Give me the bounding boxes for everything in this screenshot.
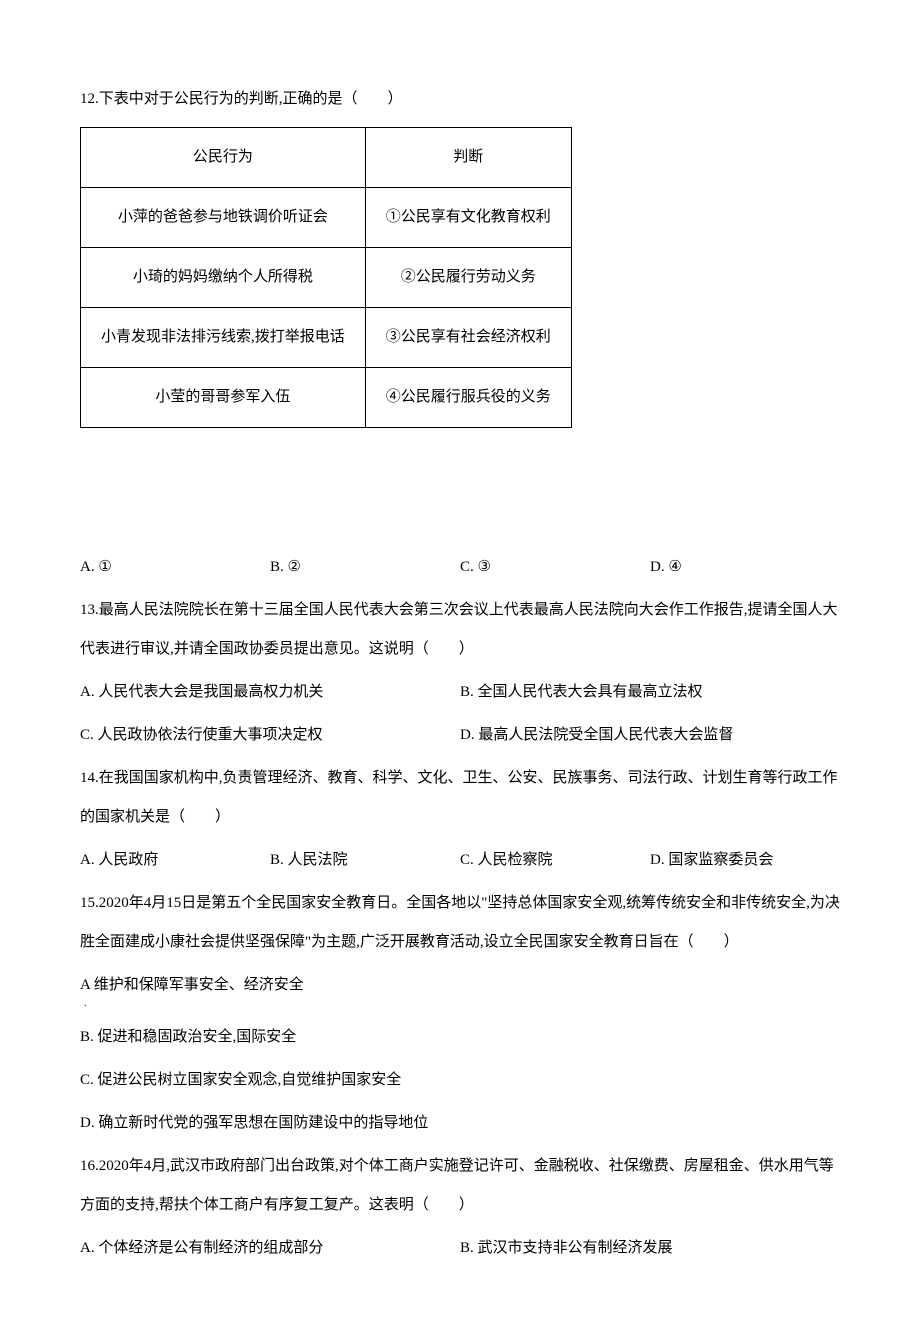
table-row: 小琦的妈妈缴纳个人所得税 ②公民履行劳动义务	[81, 248, 572, 308]
table-cell: ③公民享有社会经济权利	[365, 308, 571, 368]
q13-option-b: B. 全国人民代表大会具有最高立法权	[460, 673, 840, 712]
q14-options: A. 人民政府 B. 人民法院 C. 人民检察院 D. 国家监察委员会	[80, 841, 840, 880]
q14-option-a: A. 人民政府	[80, 841, 270, 880]
table-header-behavior: 公民行为	[81, 128, 366, 188]
q12-option-b: B. ②	[270, 548, 460, 587]
q13-option-d: D. 最高人民法院受全国人民代表大会监督	[460, 716, 840, 755]
q12-option-d: D. ④	[650, 548, 840, 587]
q15-option-d: D. 确立新时代党的强军思想在国防建设中的指导地位	[80, 1104, 840, 1143]
table-cell: 小萍的爸爸参与地铁调价听证会	[81, 188, 366, 248]
q12-option-a: A. ①	[80, 548, 270, 587]
q12-prompt: 12.下表中对于公民行为的判断,正确的是（ ）	[80, 80, 840, 119]
table-cell: 小琦的妈妈缴纳个人所得税	[81, 248, 366, 308]
table-header-row: 公民行为 判断	[81, 128, 572, 188]
q13-prompt: 13.最高人民法院院长在第十三届全国人民代表大会第三次会议上代表最高人民法院向大…	[80, 591, 840, 669]
table-cell: ②公民履行劳动义务	[365, 248, 571, 308]
table-cell: ④公民履行服兵役的义务	[365, 368, 571, 428]
q13-options-row1: A. 人民代表大会是我国最高权力机关 B. 全国人民代表大会具有最高立法权	[80, 673, 840, 712]
q13-option-a: A. 人民代表大会是我国最高权力机关	[80, 673, 460, 712]
q15-option-c: C. 促进公民树立国家安全观念,自觉维护国家安全	[80, 1061, 840, 1100]
table-cell: 小青发现非法排污线索,拨打举报电话	[81, 308, 366, 368]
q16-option-b: B. 武汉市支持非公有制经济发展	[460, 1229, 840, 1268]
q14-option-c: C. 人民检察院	[460, 841, 650, 880]
table-cell: 小莹的哥哥参军入伍	[81, 368, 366, 428]
q13-option-c: C. 人民政协依法行使重大事项决定权	[80, 716, 460, 755]
q15-prompt: 15.2020年4月15日是第五个全民国家安全教育日。全国各地以"坚持总体国家安…	[80, 884, 840, 962]
q16-options-row1: A. 个体经济是公有制经济的组成部分 B. 武汉市支持非公有制经济发展	[80, 1229, 840, 1268]
q12-options: A. ① B. ② C. ③ D. ④	[80, 548, 840, 587]
q16-option-a: A. 个体经济是公有制经济的组成部分	[80, 1229, 460, 1268]
q14-option-b: B. 人民法院	[270, 841, 460, 880]
q15-option-a: A 维护和保障军事安全、经济安全	[80, 966, 840, 1005]
table-cell: ①公民享有文化教育权利	[365, 188, 571, 248]
q14-prompt: 14.在我国国家机构中,负责管理经济、教育、科学、文化、卫生、公安、民族事务、司…	[80, 759, 840, 837]
table-row: 小青发现非法排污线索,拨打举报电话 ③公民享有社会经济权利	[81, 308, 572, 368]
table-row: 小莹的哥哥参军入伍 ④公民履行服兵役的义务	[81, 368, 572, 428]
table-header-judgment: 判断	[365, 128, 571, 188]
table-row: 小萍的爸爸参与地铁调价听证会 ①公民享有文化教育权利	[81, 188, 572, 248]
q15-option-b: B. 促进和稳固政治安全,国际安全	[80, 1018, 840, 1057]
q13-options-row2: C. 人民政协依法行使重大事项决定权 D. 最高人民法院受全国人民代表大会监督	[80, 716, 840, 755]
q12-table: 公民行为 判断 小萍的爸爸参与地铁调价听证会 ①公民享有文化教育权利 小琦的妈妈…	[80, 127, 572, 428]
q14-option-d: D. 国家监察委员会	[650, 841, 840, 880]
q16-prompt: 16.2020年4月,武汉市政府部门出台政策,对个体工商户实施登记许可、金融税收…	[80, 1147, 840, 1225]
q12-option-c: C. ③	[460, 548, 650, 587]
